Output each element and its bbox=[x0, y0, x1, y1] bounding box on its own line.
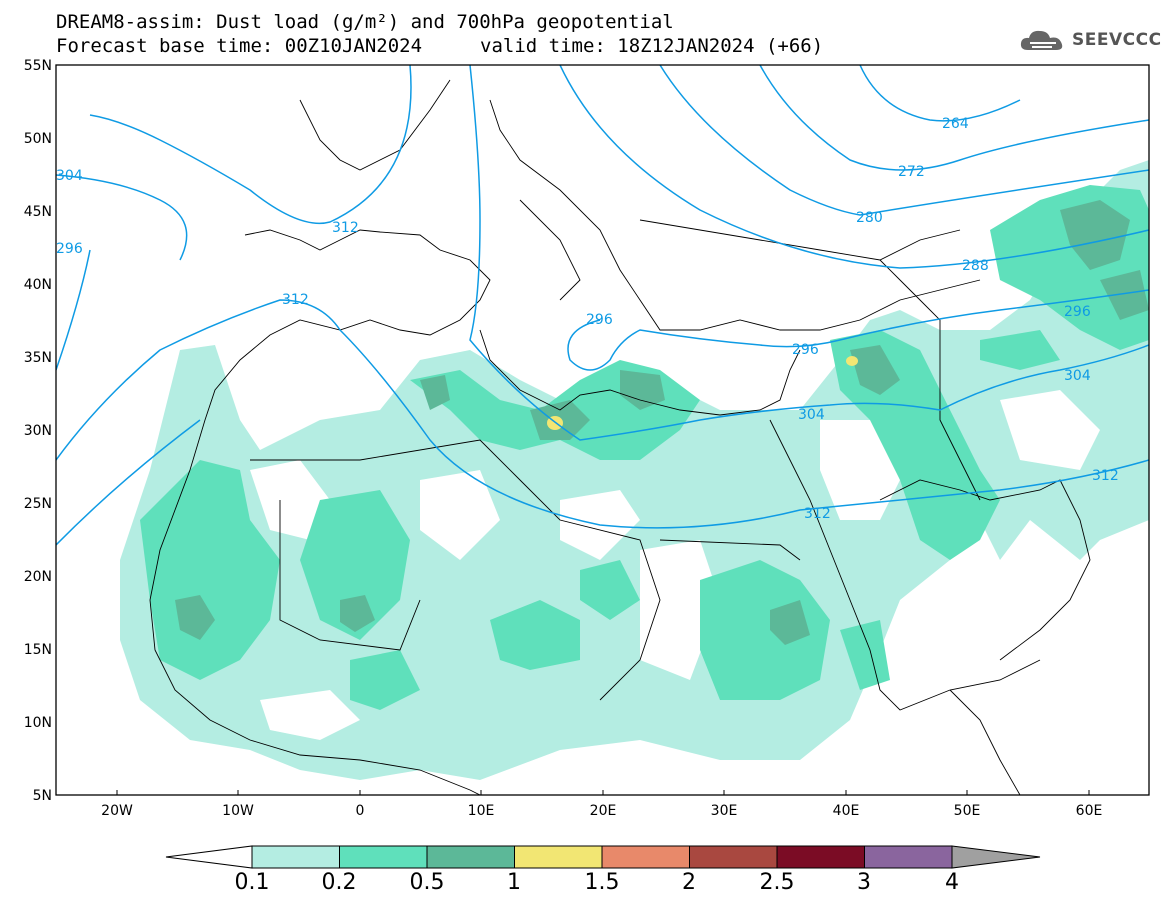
logo-text: SEEVCCC bbox=[1072, 30, 1162, 50]
contour-label: 312 bbox=[804, 506, 831, 522]
lat-label: 15N bbox=[24, 642, 52, 658]
colorbar-label: 0.1 bbox=[234, 870, 270, 895]
colorbar-segment bbox=[251, 845, 340, 869]
colorbar-segment bbox=[601, 845, 690, 869]
lat-label: 5N bbox=[33, 788, 52, 804]
lon-label: 20E bbox=[590, 803, 617, 819]
lon-label: 0 bbox=[356, 803, 365, 819]
colorbar-label: 2.5 bbox=[759, 870, 795, 895]
lat-label: 40N bbox=[24, 277, 52, 293]
lat-label: 35N bbox=[24, 350, 52, 366]
coastlines bbox=[149, 79, 1091, 795]
lon-label: 60E bbox=[1076, 803, 1103, 819]
contour-label: 304 bbox=[1064, 368, 1091, 384]
lat-label: 20N bbox=[24, 569, 52, 585]
geopotential-contours bbox=[56, 65, 1149, 546]
colorbar-segment bbox=[689, 845, 778, 869]
lon-label: 30E bbox=[711, 803, 738, 819]
contour-label: 280 bbox=[856, 210, 883, 226]
contour-label: 296 bbox=[586, 312, 613, 328]
contour-label: 264 bbox=[942, 116, 969, 132]
contour-label: 296 bbox=[1064, 304, 1091, 320]
lat-label: 25N bbox=[24, 496, 52, 512]
lon-label: 10W bbox=[222, 803, 254, 819]
lat-label: 30N bbox=[24, 423, 52, 439]
dust-level-light bbox=[120, 160, 1149, 780]
colorbar-label: 1 bbox=[507, 870, 521, 895]
chart-title: DREAM8-assim: Dust load (g/m²) and 700hP… bbox=[56, 11, 674, 33]
lon-label: 50E bbox=[954, 803, 981, 819]
lat-label: 50N bbox=[24, 131, 52, 147]
valid-time: valid time: 18Z12JAN2024 (+66) bbox=[480, 35, 824, 57]
colorbar-label: 0.5 bbox=[409, 870, 445, 895]
colorbar-segment bbox=[776, 845, 865, 869]
colorbar bbox=[165, 845, 1041, 869]
colorbar-segment bbox=[951, 845, 1041, 869]
lon-label: 10E bbox=[468, 803, 495, 819]
forecast-base-time: Forecast base time: 00Z10JAN2024 bbox=[56, 35, 423, 57]
axis-ticks bbox=[116, 790, 1090, 795]
lat-label: 45N bbox=[24, 204, 52, 220]
contour-label: 312 bbox=[1092, 468, 1119, 484]
contour-label-group: 264 272 280 288 296 296 304 304 312 312 … bbox=[56, 116, 1119, 522]
colorbar-segment bbox=[864, 845, 953, 869]
lon-label: 40E bbox=[833, 803, 860, 819]
contour-label: 296 bbox=[56, 241, 83, 257]
colorbar-label: 3 bbox=[857, 870, 871, 895]
contour-label: 272 bbox=[898, 164, 925, 180]
colorbar-segment bbox=[339, 845, 428, 869]
longitude-axis: 20W 10W 0 10E 20E 30E 40E 50E 60E bbox=[101, 803, 1102, 819]
dust-level-dark bbox=[175, 200, 1149, 645]
latitude-axis: 55N 50N 45N 40N 35N 30N 25N 20N 15N 10N … bbox=[24, 58, 52, 804]
cloud-icon bbox=[1020, 30, 1063, 50]
contour-label: 312 bbox=[332, 220, 359, 236]
contour-label: 312 bbox=[282, 292, 309, 308]
colorbar-segment bbox=[426, 845, 515, 869]
contour-label: 304 bbox=[56, 168, 83, 184]
contour-label: 304 bbox=[798, 407, 825, 423]
lat-label: 55N bbox=[24, 58, 52, 74]
colorbar-label: 1.5 bbox=[584, 870, 620, 895]
contour-label: 296 bbox=[792, 342, 819, 358]
colorbar-label: 2 bbox=[682, 870, 696, 895]
seevccc-logo: SEEVCCC bbox=[1018, 26, 1162, 54]
contour-label: 288 bbox=[962, 258, 989, 274]
colorbar-segment bbox=[514, 845, 603, 869]
colorbar-label: 4 bbox=[945, 870, 959, 895]
colorbar-segment bbox=[165, 845, 253, 869]
colorbar-label: 0.2 bbox=[321, 870, 357, 895]
lat-label: 10N bbox=[24, 715, 52, 731]
lon-label: 20W bbox=[101, 803, 133, 819]
